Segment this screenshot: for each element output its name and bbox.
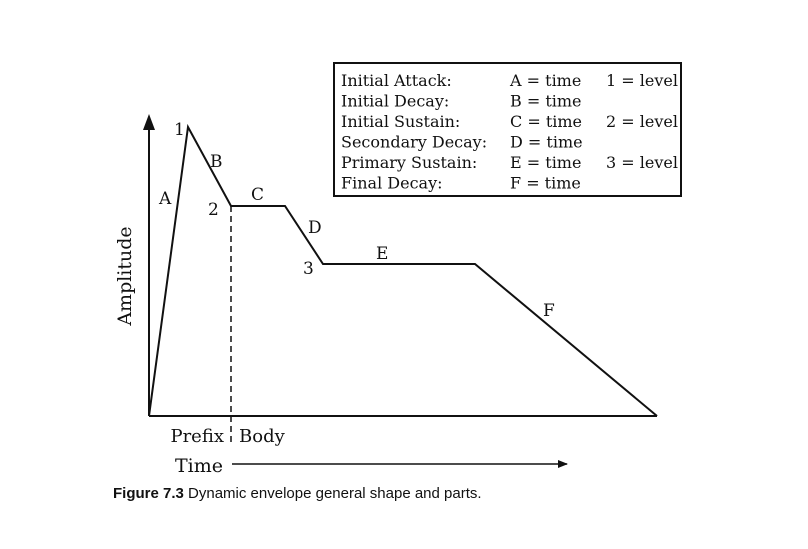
segment-label-a: A: [158, 189, 172, 209]
legend-phase-2: Initial Decay:: [341, 92, 449, 111]
legend-phase-6: Final Decay:: [341, 174, 443, 193]
level-label-3: 3: [303, 259, 314, 279]
legend-time-3: C = time: [510, 112, 582, 131]
y-axis-arrowhead: [143, 114, 155, 130]
legend-time-5: E = time: [510, 153, 581, 172]
legend-phase-1: Initial Attack:: [341, 71, 452, 90]
segment-label-d: D: [308, 218, 322, 238]
segment-label-b: B: [210, 152, 223, 172]
legend-level-1: 1 = level: [606, 71, 678, 90]
legend-phase-4: Secondary Decay:: [341, 133, 487, 152]
region-label-prefix: Prefix: [170, 426, 224, 447]
legend-phase-3: Initial Sustain:: [341, 112, 460, 131]
legend-time-1: A = time: [509, 71, 581, 90]
legend-level-3: 2 = level: [606, 112, 678, 131]
figure-caption: Figure 7.3 Dynamic envelope general shap…: [113, 485, 482, 502]
level-label-2: 2: [208, 200, 219, 220]
level-label-1: 1: [174, 120, 185, 140]
caption-text: Dynamic envelope general shape and parts…: [188, 485, 482, 502]
region-label-body: Body: [239, 426, 286, 447]
envelope-curve: [148, 123, 658, 417]
legend-rows: Initial Attack: A = time 1 = level Initial …: [341, 71, 678, 193]
legend-phase-5: Primary Sustain:: [341, 153, 477, 172]
legend-time-6: F = time: [510, 174, 581, 193]
segment-label-f: F: [543, 301, 555, 321]
legend-time-2: B = time: [510, 92, 582, 111]
legend-time-4: D = time: [510, 133, 583, 152]
legend-level-5: 3 = level: [606, 153, 678, 172]
legend-box: Initial Attack: A = time 1 = level Initial …: [333, 62, 682, 197]
segment-label-c: C: [251, 185, 264, 205]
y-axis-label: Amplitude: [114, 226, 136, 326]
segment-label-e: E: [376, 244, 388, 264]
x-axis-label: Time: [175, 455, 223, 477]
legend-frame: [333, 62, 682, 197]
caption-figure-number: Figure 7.3: [113, 485, 184, 502]
